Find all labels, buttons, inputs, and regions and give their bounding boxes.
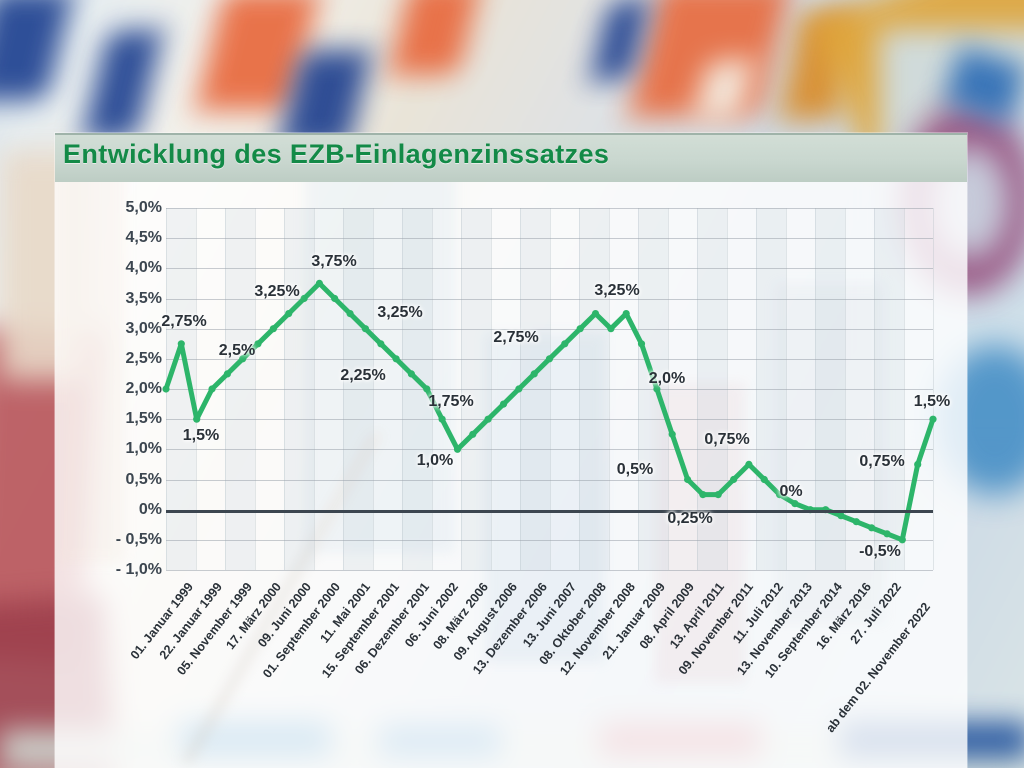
data-point xyxy=(699,491,707,499)
gridline-1-5 xyxy=(166,419,933,421)
data-point xyxy=(254,340,262,348)
data-point xyxy=(684,475,692,484)
y-tick-label: 1,5% xyxy=(125,410,162,428)
data-point xyxy=(315,279,323,287)
data-point xyxy=(453,445,462,453)
data-point xyxy=(208,385,216,393)
y-tick-label: 3,0% xyxy=(125,319,162,337)
data-point xyxy=(239,355,247,363)
data-point xyxy=(346,310,354,318)
data-point xyxy=(177,340,185,348)
gridline-4 xyxy=(166,268,933,270)
data-point xyxy=(576,325,584,333)
page-title: Entwicklung des EZB-Einlagenzinssatzes xyxy=(63,139,610,169)
y-tick-label: - 0,5% xyxy=(115,530,162,548)
y-tick-label: 0% xyxy=(138,500,162,518)
data-point xyxy=(883,530,891,538)
data-point xyxy=(193,415,201,423)
data-point xyxy=(791,500,799,508)
data-point xyxy=(898,536,906,544)
data-point xyxy=(545,355,554,363)
data-point xyxy=(484,415,492,423)
y-tick-label: 4,5% xyxy=(125,229,162,247)
data-point xyxy=(515,385,523,393)
data-point xyxy=(760,475,768,484)
data-point xyxy=(668,430,676,438)
zero-line-host xyxy=(166,208,933,570)
data-point xyxy=(499,400,508,408)
data-point xyxy=(377,340,385,348)
title-band xyxy=(55,133,967,182)
panel-watermark xyxy=(55,133,967,768)
data-point xyxy=(407,370,415,378)
data-point xyxy=(392,355,400,363)
data-point xyxy=(285,310,293,318)
wm-grey-1 xyxy=(775,283,885,623)
data-point xyxy=(914,460,922,468)
vertical-gridline xyxy=(933,208,934,570)
data-point xyxy=(730,475,738,484)
data-point xyxy=(776,491,784,499)
y-tick-label: 3,5% xyxy=(125,289,162,307)
data-point xyxy=(331,294,339,303)
y-tick-label: 2,5% xyxy=(125,349,162,367)
gridline-3 xyxy=(166,328,933,330)
data-point xyxy=(653,385,661,393)
gridline-0-5 xyxy=(166,479,933,481)
data-point xyxy=(929,415,937,423)
y-tick-label: 1,0% xyxy=(125,440,162,458)
gridline-5 xyxy=(166,208,933,209)
wm-building-lines xyxy=(175,433,405,763)
data-point xyxy=(745,460,753,468)
y-tick-label: 4,0% xyxy=(125,259,162,277)
data-point xyxy=(423,385,431,393)
data-point xyxy=(162,385,170,393)
data-point xyxy=(300,294,308,303)
data-point xyxy=(269,325,277,333)
y-tick-label: 5,0% xyxy=(125,199,162,216)
data-point xyxy=(591,310,600,318)
data-point xyxy=(561,340,569,348)
gridline--1 xyxy=(166,570,933,571)
wm-blue-2 xyxy=(485,333,605,663)
data-point xyxy=(530,370,538,378)
gridline-4-5 xyxy=(166,238,933,240)
gridline-3-5 xyxy=(166,298,933,300)
data-point xyxy=(438,415,446,423)
data-point xyxy=(607,325,615,333)
data-point xyxy=(622,310,630,318)
data-point xyxy=(714,491,722,499)
zero-line xyxy=(166,509,933,513)
data-point xyxy=(868,524,876,532)
gridline-1 xyxy=(166,449,933,451)
gridline-2 xyxy=(166,389,933,390)
y-tick-label: 2,0% xyxy=(125,380,162,397)
data-point xyxy=(223,370,231,378)
wm-warm-left xyxy=(55,133,125,563)
data-point xyxy=(361,325,369,333)
y-tick-label: - 1,0% xyxy=(115,561,162,578)
y-axis: 5,0% 4,5% 4,0% 3,5% 3,0% 2,5% 2,0% 1,5% 1,0% 0,5%… xyxy=(78,198,162,588)
gridline--0-5 xyxy=(166,539,933,541)
data-point xyxy=(852,518,860,526)
data-point xyxy=(837,512,845,520)
data-point xyxy=(469,430,477,438)
data-point xyxy=(637,340,646,348)
y-tick-label: 0,5% xyxy=(125,470,162,488)
